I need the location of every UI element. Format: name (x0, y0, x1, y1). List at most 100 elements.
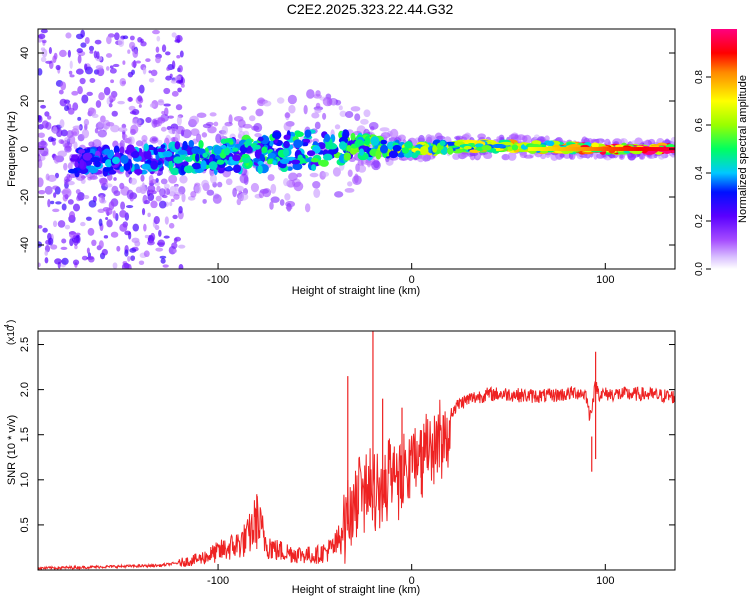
heatmap-noise-blob (106, 97, 111, 105)
heatmap-ridge-blob (272, 131, 282, 139)
heatmap-noise-blob (109, 68, 117, 74)
heatmap-centerline-cell (644, 147, 648, 151)
heatmap-noise-blob (48, 47, 52, 54)
heatmap-noise-blob (68, 211, 76, 220)
heatmap-halo-blob (228, 114, 233, 125)
heatmap-halo-blob (284, 112, 291, 119)
heatmap-ridge-blob (113, 145, 120, 155)
heatmap-noise-blob (138, 260, 145, 266)
heatmap-halo-blob (304, 203, 311, 213)
heatmap-ridge-blob (380, 139, 388, 145)
heatmap-halo-blob (160, 178, 168, 185)
heatmap-halo-blob (267, 174, 275, 181)
heatmap-noise-blob (113, 177, 117, 181)
heatmap-halo-blob (595, 138, 600, 144)
heatmap-halo-blob (173, 193, 180, 200)
heatmap-noise-blob (58, 89, 64, 95)
heatmap-noise-blob (91, 239, 97, 247)
heatmap-noise-blob (143, 250, 150, 258)
heatmap-centerline-cell (570, 147, 574, 151)
snr-frame (37, 330, 676, 571)
heatmap-halo-blob (176, 115, 182, 126)
heatmap-noise-blob (124, 230, 131, 236)
heatmap-centerline-cell (618, 147, 622, 151)
heatmap-ridge-blob (112, 156, 120, 165)
heatmap-halo-blob (389, 128, 399, 139)
colorbar-tick-label: 0.8 (694, 70, 705, 84)
heatmap-halo-blob (521, 135, 528, 143)
heatmap-noise-blob (108, 201, 115, 211)
heatmap-ridge-blob (104, 159, 113, 168)
heatmap-ridge-blob (257, 136, 264, 142)
heatmap-noise-blob (165, 75, 172, 81)
heatmap-halo-blob (98, 195, 105, 204)
heatmap-noise-blob (55, 64, 61, 71)
heatmap-noise-blob (80, 221, 86, 227)
heatmap-centerline-cell (603, 147, 607, 151)
heatmap-x-label: Height of straight line (km) (292, 285, 420, 297)
heatmap-ridge-blob (150, 160, 159, 170)
heatmap-noise-blob (178, 65, 183, 73)
heatmap-centerline-cell (651, 147, 655, 151)
heatmap-noise-blob (38, 262, 41, 268)
heatmap-noise-blob (172, 214, 178, 220)
heatmap-halo-blob (73, 141, 78, 150)
heatmap-centerline-cell (655, 147, 659, 151)
heatmap-ridge-blob (419, 145, 429, 156)
heatmap-noise-blob (178, 264, 184, 269)
heatmap-halo-blob (234, 185, 245, 192)
heatmap-ridge-blob (208, 161, 218, 170)
heatmap-noise-blob (163, 87, 171, 95)
heatmap-ridge-blob (73, 167, 78, 173)
heatmap-noise-blob (59, 49, 67, 58)
heatmap-noise-blob (61, 257, 69, 265)
heatmap-noise-blob (174, 39, 181, 43)
heatmap-noise-blob (81, 255, 88, 261)
heatmap-noise-blob (50, 137, 57, 142)
heatmap-noise-blob (84, 37, 90, 45)
heatmap-halo-blob (45, 121, 52, 130)
heatmap-noise-blob (101, 248, 108, 256)
heatmap-noise-blob (68, 231, 77, 239)
heatmap-noise-blob (88, 45, 95, 52)
heatmap-ticks: -100 0 100 -40 -20 0 20 40 (19, 47, 675, 286)
snr-y-tick-label: 2.5 (19, 337, 31, 352)
heatmap-noise-blob (38, 241, 43, 248)
heatmap-noise-blob (42, 227, 48, 233)
heatmap-noise-blob (98, 92, 105, 101)
heatmap-noise-blob (64, 105, 70, 112)
heatmap-centerline-cell (630, 147, 634, 151)
heatmap-halo-blob (38, 149, 44, 155)
heatmap-halo-blob (110, 124, 120, 133)
heatmap-halo-blob (202, 123, 212, 129)
heatmap-halo-blob (339, 110, 347, 117)
heatmap-noise-blob (55, 201, 62, 205)
heatmap-ridge-blob (325, 142, 333, 150)
heatmap-centerline-cell (605, 147, 609, 151)
heatmap-halo-blob (139, 184, 148, 194)
heatmap-centerline-cell (553, 147, 557, 151)
heatmap-noise-blob (127, 263, 132, 269)
heatmap-halo-blob (544, 135, 550, 142)
heatmap-centerline-cell (597, 147, 601, 151)
heatmap-ridge-blob (94, 161, 101, 168)
colorbar-ticks: 0.0 0.2 0.4 0.6 0.8 (694, 70, 711, 276)
heatmap-halo-blob (363, 109, 371, 118)
snr-multiplier-base: (x10 (6, 325, 17, 345)
heatmap-halo-blob (254, 133, 262, 138)
heatmap-ridge-blob (130, 150, 140, 159)
heatmap-ridge-blob (291, 159, 301, 165)
heatmap-noise-blob (125, 204, 134, 209)
snr-y-label: SNR (10 * v/v) (6, 415, 18, 485)
heatmap-ridge-blob (202, 152, 208, 158)
colorbar-tick-label: 0.0 (694, 262, 705, 276)
heatmap-ridge-blob (168, 159, 173, 168)
heatmap-noise-blob (178, 244, 186, 249)
heatmap-ridge-blob (160, 144, 166, 149)
heatmap-centerline-cell (533, 147, 537, 151)
heatmap-noise-blob (52, 220, 58, 228)
heatmap-halo-blob (262, 100, 272, 107)
heatmap-noise-blob (163, 235, 170, 239)
heatmap-ridge-blob (153, 147, 159, 156)
heatmap-centerline-cell (582, 147, 586, 151)
